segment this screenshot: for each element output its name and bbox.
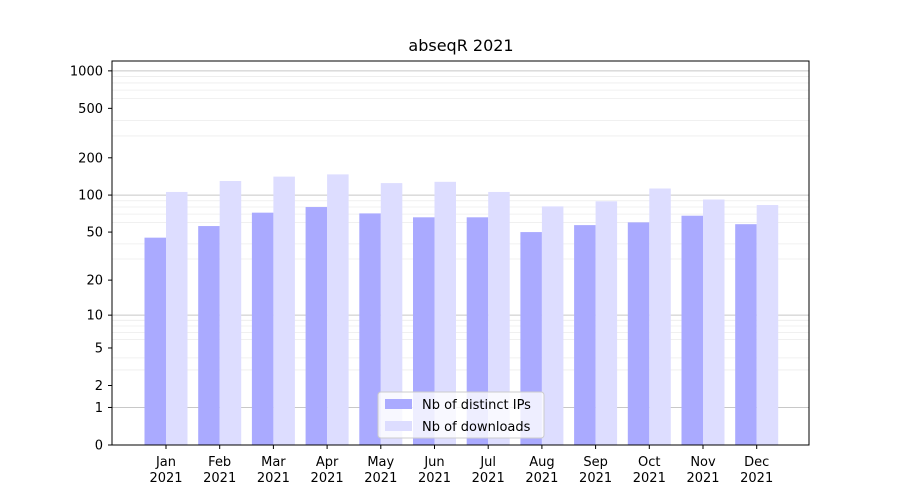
y-tick-label: 5 [95, 341, 103, 356]
y-tick-label: 1000 [70, 64, 103, 79]
plot-frame [111, 60, 810, 446]
y-tick-label: 50 [86, 226, 103, 241]
legend-swatch-distinct-ips [385, 399, 412, 409]
bar-distinct-ips [627, 222, 650, 445]
bar-downloads [703, 199, 725, 445]
bar-downloads [380, 183, 403, 446]
legend-label-distinct-ips: Nb of distinct IPs [422, 398, 531, 413]
bar-downloads [756, 205, 779, 445]
bar-downloads [166, 191, 188, 445]
y-tick-label: 1 [95, 401, 103, 416]
bar-downloads [649, 188, 671, 445]
x-tick-label: Mar 2021 [257, 455, 290, 486]
x-tick-label: Apr 2021 [311, 455, 344, 486]
x-tick-label: Dec 2021 [740, 455, 773, 486]
bar-downloads [273, 176, 295, 445]
y-tick-label: 200 [78, 151, 103, 166]
bar-distinct-ips [574, 225, 596, 445]
bar-distinct-ips [305, 207, 328, 445]
axes: Jan 2021 Feb 2021 Mar 2021 Apr 2021 May 2021 Jun 20… [70, 60, 810, 486]
bar-distinct-ips [413, 217, 435, 445]
bar-downloads [327, 174, 349, 445]
bar-downloads [488, 191, 510, 445]
y-tick-label: 100 [78, 189, 103, 204]
x-tick-label: Feb 2021 [203, 455, 236, 486]
x-tick-label: Oct 2021 [633, 455, 666, 486]
bar-distinct-ips [466, 217, 489, 445]
y-tick-label: 0 [95, 439, 103, 454]
bar-distinct-ips [198, 226, 220, 445]
bar-distinct-ips [251, 212, 274, 445]
bar-downloads [219, 180, 242, 446]
bar-distinct-ips [681, 215, 703, 445]
legend-box [377, 391, 545, 439]
y-tick-label: 10 [86, 309, 103, 324]
x-tick-label: May 2021 [364, 455, 397, 486]
y-tick-label: 500 [78, 102, 103, 117]
bar-downloads [595, 201, 618, 445]
y-tick-label: 2 [95, 379, 103, 394]
bar-distinct-ips [144, 237, 166, 445]
x-tick-label: Sep 2021 [579, 455, 612, 486]
x-tick-label: Jan 2021 [149, 455, 182, 486]
x-tick-label: Jul 2021 [472, 455, 505, 486]
bar-distinct-ips [735, 224, 757, 445]
bar-downloads [541, 206, 564, 445]
legend: Nb of distinct IPs Nb of downloads [377, 391, 545, 439]
x-tick-label: Nov 2021 [686, 455, 719, 486]
legend-label-downloads: Nb of downloads [422, 420, 531, 435]
legend-swatch-downloads [385, 421, 412, 431]
y-tick-label: 20 [86, 274, 103, 289]
chart-title: abseqR 2021 [408, 36, 513, 55]
bar-downloads [434, 181, 456, 445]
x-tick-label: Jun 2021 [418, 455, 451, 486]
x-tick-label: Aug 2021 [525, 455, 558, 486]
bar-distinct-ips [359, 213, 381, 445]
